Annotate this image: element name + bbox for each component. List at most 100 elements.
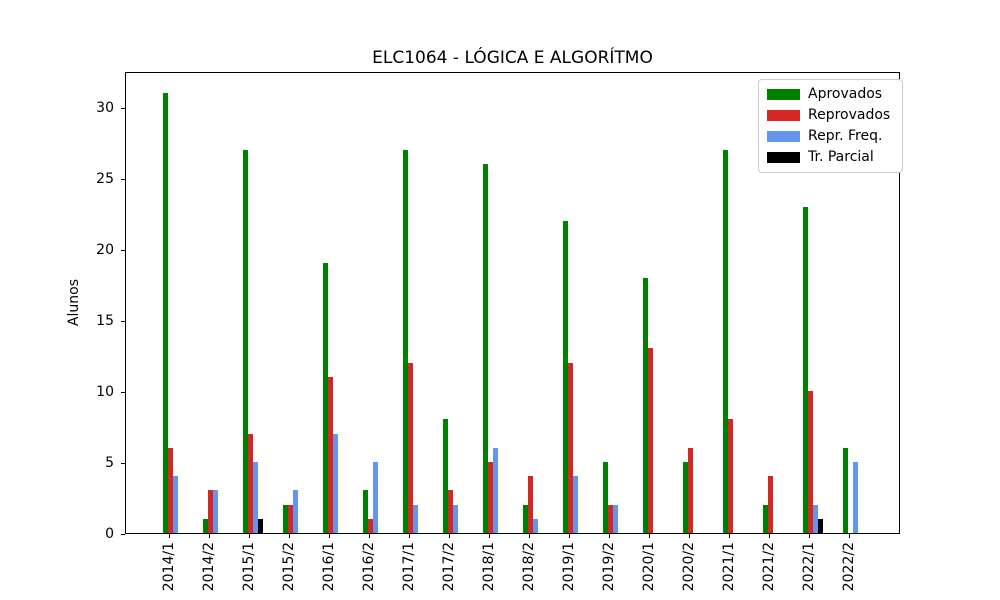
- bar-reprovados-2015-2: [287, 504, 293, 533]
- legend-swatch-reprovados: [767, 110, 800, 121]
- y-tick-label: 0: [105, 526, 114, 542]
- bar-aprovados-2022-1: [802, 206, 808, 533]
- bar-aprovados-2022-2: [842, 447, 848, 533]
- legend-swatch-repr-freq: [767, 131, 800, 142]
- bar-aprovados-2014-2: [202, 518, 208, 533]
- bar-aprovados-2021-2: [762, 504, 768, 533]
- bar-aprovados-2018-2: [522, 504, 528, 533]
- x-tick-label: 2021/2: [761, 542, 777, 592]
- bar-reprovados-2014-1: [167, 447, 173, 533]
- bar-repr-freq-2017-1: [412, 504, 418, 533]
- x-tick-mark: [368, 534, 370, 538]
- x-tick-mark: [528, 534, 530, 538]
- legend-item-tr-parcial: Tr. Parcial: [767, 150, 890, 165]
- bar-tr-parcial-2022-1: [817, 518, 823, 533]
- bar-repr-freq-2015-1: [252, 462, 258, 533]
- x-tick-mark: [288, 534, 290, 538]
- x-tick-label: 2017/1: [401, 542, 417, 592]
- bar-reprovados-2016-2: [367, 518, 373, 533]
- bar-reprovados-2015-1: [247, 433, 253, 533]
- bar-reprovados-2018-1: [487, 462, 493, 533]
- bar-tr-parcial-2015-1: [257, 518, 263, 533]
- bar-reprovados-2020-1: [647, 348, 653, 533]
- x-tick-mark: [448, 534, 450, 538]
- x-tick-mark: [808, 534, 810, 538]
- bar-aprovados-2019-2: [602, 462, 608, 533]
- bar-aprovados-2014-1: [162, 93, 168, 533]
- bar-aprovados-2018-1: [482, 163, 488, 533]
- bar-reprovados-2019-1: [567, 362, 573, 533]
- legend-item-reprovados: Reprovados: [767, 108, 890, 123]
- bar-repr-freq-2015-2: [292, 490, 298, 533]
- bar-repr-freq-2022-2: [852, 462, 858, 533]
- x-tick-label: 2014/1: [161, 542, 177, 592]
- bar-repr-freq-2019-1: [572, 476, 578, 533]
- x-tick-label: 2019/2: [601, 542, 617, 592]
- y-tick-label: 30: [96, 100, 114, 117]
- x-tick-label: 2022/1: [801, 542, 817, 592]
- x-tick-mark: [408, 534, 410, 538]
- x-tick-label: 2019/1: [561, 542, 577, 592]
- bar-repr-freq-2018-2: [532, 518, 538, 533]
- bar-reprovados-2020-2: [687, 447, 693, 533]
- legend-item-repr-freq: Repr. Freq.: [767, 129, 890, 144]
- x-tick-mark: [168, 534, 170, 538]
- x-tick-label: 2021/1: [721, 542, 737, 592]
- x-tick-mark: [848, 534, 850, 538]
- y-tick-label: 20: [96, 242, 114, 259]
- bar-reprovados-2018-2: [527, 476, 533, 533]
- x-tick-mark: [488, 534, 490, 538]
- x-tick-mark: [568, 534, 570, 538]
- x-tick-mark: [728, 534, 730, 538]
- bar-reprovados-2016-1: [327, 376, 333, 533]
- x-tick-mark: [328, 534, 330, 538]
- bar-repr-freq-2019-2: [612, 504, 618, 533]
- bar-repr-freq-2016-1: [332, 433, 338, 533]
- x-tick-label: 2018/1: [481, 542, 497, 592]
- x-tick-label: 2017/2: [441, 542, 457, 592]
- x-tick-mark: [208, 534, 210, 538]
- x-tick-label: 2022/2: [841, 542, 857, 592]
- x-tick-mark: [248, 534, 250, 538]
- legend-swatch-aprovados: [767, 89, 800, 100]
- bar-repr-freq-2016-2: [372, 462, 378, 533]
- x-tick-label: 2014/2: [201, 542, 217, 592]
- bar-repr-freq-2018-1: [492, 447, 498, 533]
- legend-label-aprovados: Aprovados: [808, 86, 883, 102]
- chart-title: ELC1064 - LÓGICA E ALGORÍTMO: [372, 48, 653, 68]
- bar-reprovados-2017-1: [407, 362, 413, 533]
- y-axis-label: Alunos: [66, 279, 82, 327]
- bar-aprovados-2020-2: [682, 462, 688, 533]
- x-tick-label: 2020/2: [681, 542, 697, 592]
- legend-label-tr-parcial: Tr. Parcial: [808, 149, 874, 165]
- bar-aprovados-2021-1: [722, 149, 728, 533]
- x-tick-label: 2018/2: [521, 542, 537, 592]
- bar-aprovados-2015-2: [282, 504, 288, 533]
- bar-reprovados-2021-1: [727, 419, 733, 533]
- bar-aprovados-2017-2: [442, 419, 448, 533]
- bar-aprovados-2020-1: [642, 277, 648, 533]
- bar-aprovados-2019-1: [562, 220, 568, 533]
- legend-label-repr-freq: Repr. Freq.: [808, 128, 883, 144]
- y-tick-label: 10: [96, 384, 114, 401]
- legend-item-aprovados: Aprovados: [767, 87, 890, 102]
- bar-repr-freq-2022-1: [812, 504, 818, 533]
- bar-aprovados-2016-1: [322, 263, 328, 533]
- bar-aprovados-2017-1: [402, 149, 408, 533]
- bar-reprovados-2014-2: [207, 490, 213, 533]
- bar-reprovados-2019-2: [607, 504, 613, 533]
- bar-reprovados-2022-1: [807, 391, 813, 533]
- bar-reprovados-2021-2: [767, 476, 773, 533]
- bar-repr-freq-2014-2: [212, 490, 218, 533]
- x-tick-label: 2016/1: [321, 542, 337, 592]
- y-tick-label: 5: [105, 455, 114, 472]
- bar-repr-freq-2014-1: [172, 476, 178, 533]
- bar-reprovados-2017-2: [447, 490, 453, 533]
- y-tick-label: 25: [96, 171, 114, 188]
- x-tick-mark: [608, 534, 610, 538]
- x-tick-mark: [688, 534, 690, 538]
- x-tick-mark: [648, 534, 650, 538]
- x-tick-label: 2020/1: [641, 542, 657, 592]
- bar-aprovados-2016-2: [362, 490, 368, 533]
